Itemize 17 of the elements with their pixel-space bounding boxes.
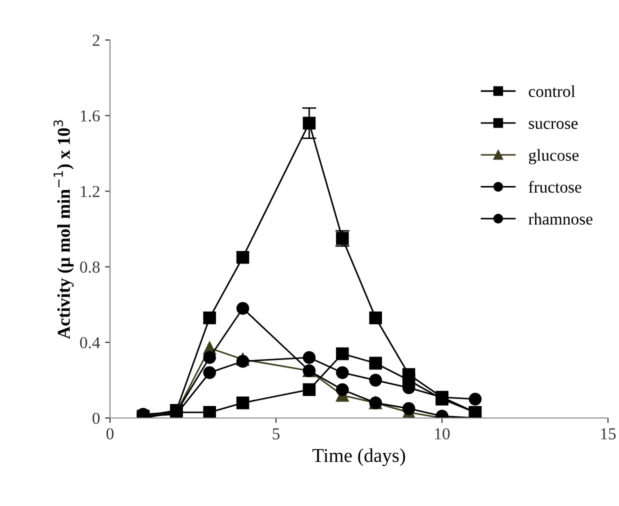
y-tick-label: 1.2 [80, 186, 100, 198]
x-tick-label: 5 [272, 428, 280, 440]
y-axis-title: Activity (µ mol min$^{−1}$) x 10$^{3}$ [53, 120, 74, 340]
legend-label: rhamnose [528, 212, 592, 225]
y-tick-label: 1.6 [80, 110, 100, 122]
y-tick-label: 0 [92, 412, 100, 424]
x-axis-title: Time (days) [312, 448, 406, 466]
legend-label: control [528, 85, 576, 98]
y-tick-label: 0.8 [80, 262, 100, 273]
legend-label: glucose [528, 149, 579, 164]
y-tick-label: 0.4 [80, 337, 100, 348]
x-tick-label: 10 [435, 428, 450, 440]
y-tick-label: 2 [92, 34, 100, 46]
legend-label: fructose [528, 180, 582, 193]
legend-label: sucrose [528, 120, 578, 129]
x-tick-label: 0 [106, 428, 114, 440]
x-tick-label: 15 [601, 428, 616, 440]
